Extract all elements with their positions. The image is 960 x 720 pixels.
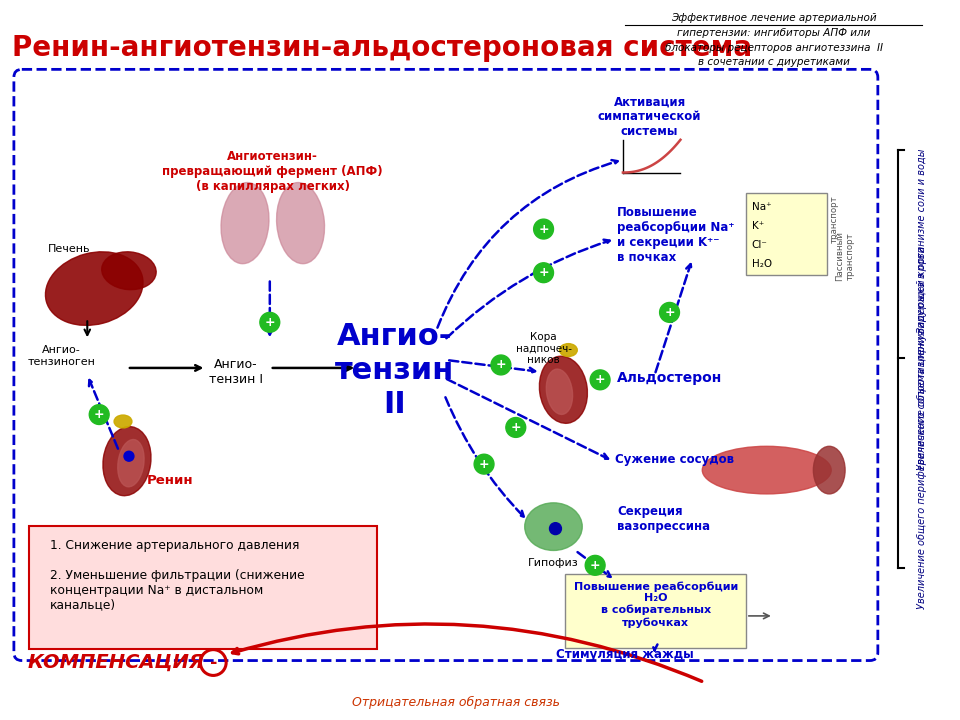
Circle shape bbox=[549, 523, 562, 534]
Text: Альдостерон: Альдостерон bbox=[617, 371, 722, 385]
Ellipse shape bbox=[102, 252, 156, 289]
Ellipse shape bbox=[221, 183, 269, 264]
Ellipse shape bbox=[703, 446, 831, 494]
Text: Стимуляция жажды: Стимуляция жажды bbox=[556, 648, 694, 661]
Circle shape bbox=[124, 451, 133, 462]
Text: КОМПЕНСАЦИЯ: КОМПЕНСАЦИЯ bbox=[28, 653, 204, 672]
Ellipse shape bbox=[540, 356, 588, 423]
Text: Cl⁻: Cl⁻ bbox=[752, 240, 768, 250]
Text: Пассивный
транспорт: Пассивный транспорт bbox=[835, 231, 854, 281]
Text: Ангио-
тензин
II: Ангио- тензин II bbox=[335, 323, 454, 418]
Text: Кора
надпочеч-
ников: Кора надпочеч- ников bbox=[516, 332, 571, 366]
Text: Повышение
реабсорбции Na⁺
и секреции K⁺⁻
в почках: Повышение реабсорбции Na⁺ и секреции K⁺⁻… bbox=[617, 206, 734, 264]
Ellipse shape bbox=[525, 503, 583, 551]
Ellipse shape bbox=[118, 439, 144, 487]
Text: Секреция
вазопрессина: Секреция вазопрессина bbox=[617, 505, 710, 533]
Text: +: + bbox=[265, 316, 276, 329]
Text: Ангио-
тензиноген: Ангио- тензиноген bbox=[28, 345, 95, 366]
Circle shape bbox=[491, 355, 511, 375]
Text: Увеличение объема циркулирующей крови: Увеличение объема циркулирующей крови bbox=[918, 246, 927, 470]
Text: Na⁺: Na⁺ bbox=[752, 202, 772, 212]
Text: +: + bbox=[94, 408, 105, 421]
Ellipse shape bbox=[114, 415, 132, 428]
Circle shape bbox=[660, 302, 680, 323]
Text: блокаторы рецепторов ангиотеззина  II: блокаторы рецепторов ангиотеззина II bbox=[664, 42, 882, 53]
Text: -: - bbox=[209, 654, 217, 672]
Text: Гипофиз: Гипофиз bbox=[528, 559, 579, 568]
FancyBboxPatch shape bbox=[29, 526, 377, 649]
Circle shape bbox=[89, 405, 109, 425]
Text: H₂O: H₂O bbox=[752, 258, 772, 269]
Circle shape bbox=[586, 555, 605, 575]
Circle shape bbox=[506, 418, 526, 437]
Circle shape bbox=[260, 312, 279, 332]
Ellipse shape bbox=[560, 343, 577, 356]
Text: Эффективное лечение артериальной: Эффективное лечение артериальной bbox=[671, 13, 876, 23]
Text: +: + bbox=[539, 266, 549, 279]
Circle shape bbox=[474, 454, 494, 474]
Text: Повышение реабсорбции
H₂O
в собирательных
трубочках: Повышение реабсорбции H₂O в собирательны… bbox=[573, 581, 738, 628]
Circle shape bbox=[590, 370, 610, 390]
Text: гипертензии: ингибиторы АПФ или: гипертензии: ингибиторы АПФ или bbox=[677, 27, 871, 37]
Text: Сужение сосудов: Сужение сосудов bbox=[615, 453, 734, 466]
Ellipse shape bbox=[276, 183, 324, 264]
Text: Ангио-
тензин I: Ангио- тензин I bbox=[209, 358, 263, 386]
Text: +: + bbox=[495, 359, 506, 372]
Text: в сочетании с диуретиками: в сочетании с диуретиками bbox=[698, 58, 850, 68]
Text: Ангиотензин-
превращающий фермент (АПФ)
(в капиллярах легких): Ангиотензин- превращающий фермент (АПФ) … bbox=[162, 150, 383, 193]
Text: Отрицательная обратная связь: Отрицательная обратная связь bbox=[352, 696, 561, 708]
Text: +: + bbox=[595, 374, 606, 387]
Text: Ренин: Ренин bbox=[147, 474, 193, 487]
Circle shape bbox=[534, 263, 554, 283]
Text: +: + bbox=[664, 306, 675, 319]
Text: Задержка в организме соли и воды: Задержка в организме соли и воды bbox=[918, 149, 927, 333]
Text: +: + bbox=[511, 421, 521, 434]
Ellipse shape bbox=[103, 427, 151, 495]
Text: +: + bbox=[479, 458, 490, 471]
Ellipse shape bbox=[45, 252, 143, 325]
Ellipse shape bbox=[813, 446, 845, 494]
Text: 1. Снижение артериального давления

2. Уменьшение фильтрации (снижение
концентра: 1. Снижение артериального давления 2. Ум… bbox=[50, 539, 304, 611]
Text: Печень: Печень bbox=[48, 244, 90, 254]
Text: +: + bbox=[539, 222, 549, 235]
Text: +: + bbox=[589, 559, 600, 572]
Text: Активный
транспорт: Активный транспорт bbox=[820, 195, 839, 243]
Text: Активация
симпатической
системы: Активация симпатической системы bbox=[598, 95, 702, 138]
Text: Увеличение общего периферического сопротивления: Увеличение общего периферического сопрот… bbox=[918, 330, 927, 608]
Text: K⁺: K⁺ bbox=[752, 221, 764, 231]
Ellipse shape bbox=[546, 369, 572, 415]
Circle shape bbox=[534, 219, 554, 239]
Text: Ренин-ангиотензин-альдостероновая система: Ренин-ангиотензин-альдостероновая систем… bbox=[12, 34, 752, 61]
FancyBboxPatch shape bbox=[565, 575, 746, 648]
FancyBboxPatch shape bbox=[746, 194, 828, 275]
